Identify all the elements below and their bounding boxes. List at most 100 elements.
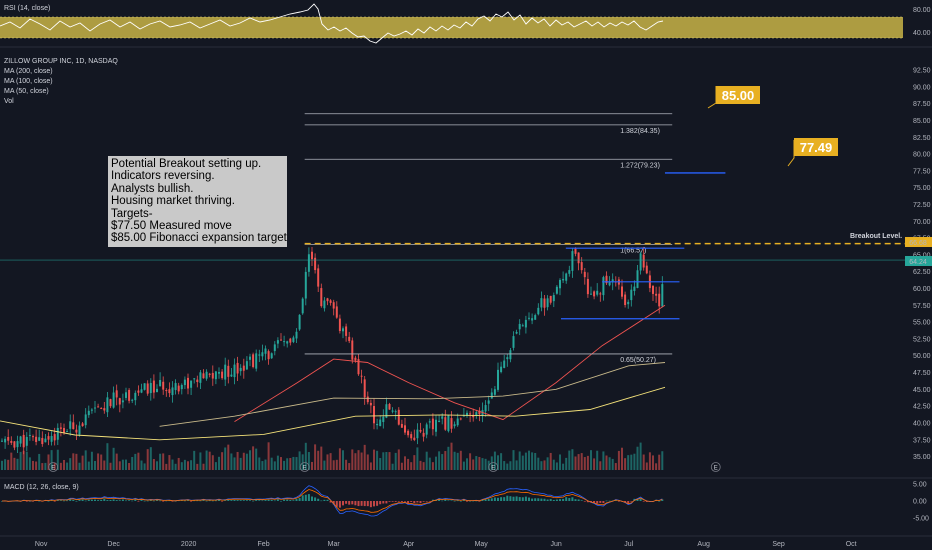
volume-bar xyxy=(462,461,465,470)
candle xyxy=(118,398,121,405)
price-axis[interactable]: 92.50 90.00 87.50 85.00 82.50 80.00 77.50 75.00… xyxy=(913,7,931,461)
volume-bar xyxy=(230,453,233,470)
macd-histogram-bar xyxy=(658,500,661,502)
volume-bar xyxy=(75,453,78,470)
earnings-label: E xyxy=(51,466,55,472)
candle xyxy=(7,437,10,441)
candle xyxy=(221,371,224,379)
macd-histogram-bar xyxy=(255,500,258,501)
candle xyxy=(152,380,155,393)
candle xyxy=(50,436,53,442)
candle xyxy=(84,414,87,426)
macd-histogram-bar xyxy=(214,500,217,502)
macd-histogram-bar xyxy=(121,499,124,501)
price-tick: 55.00 xyxy=(913,320,931,327)
rsi-label: RSI (14, close) xyxy=(4,5,50,12)
candle xyxy=(174,383,177,391)
candle xyxy=(342,328,344,332)
candle xyxy=(568,270,571,274)
current-price-badge: 64.24 xyxy=(905,256,932,266)
volume-bar xyxy=(276,455,279,470)
volume-bar xyxy=(81,455,84,470)
candle xyxy=(183,379,186,386)
macd-histogram-bar xyxy=(354,501,357,506)
volume-bar xyxy=(106,443,109,470)
candle xyxy=(162,381,165,390)
candle xyxy=(416,429,419,439)
macd-histogram-bar xyxy=(115,500,118,501)
breakout-label: Breakout Level. xyxy=(850,233,902,240)
candle xyxy=(534,315,537,320)
candle xyxy=(239,367,242,372)
volume-bar xyxy=(521,455,524,470)
volume-bar xyxy=(447,446,450,470)
volume-bar xyxy=(400,462,403,470)
macd-histogram-bar xyxy=(149,500,152,501)
macd-histogram-bar xyxy=(413,501,416,504)
macd-histogram-bar xyxy=(270,499,273,501)
candle xyxy=(583,271,586,278)
macd-histogram-bar xyxy=(146,500,149,502)
volume-bar xyxy=(583,457,586,470)
volume-bar xyxy=(35,461,38,470)
candle xyxy=(249,356,251,360)
volume-bar xyxy=(528,450,530,470)
macd-histogram-bar xyxy=(453,500,456,502)
volume-bar xyxy=(298,451,301,470)
target-77-label: 77.49 xyxy=(800,140,833,155)
macd-tick: 0.00 xyxy=(913,499,927,506)
volume-bar xyxy=(652,455,654,470)
volume-bar xyxy=(53,462,56,470)
macd-histogram-bar xyxy=(400,501,403,502)
candle xyxy=(1,440,3,442)
macd-histogram-bar xyxy=(81,499,84,501)
macd-histogram-bar xyxy=(627,501,630,504)
note-line: Housing market thriving. xyxy=(111,195,235,208)
macd-histogram-bar xyxy=(137,501,140,502)
macd-histogram-bar xyxy=(78,499,81,501)
macd-histogram-bar xyxy=(258,500,261,501)
volume-bar xyxy=(128,463,131,470)
volume-bar xyxy=(602,451,605,470)
volume-bar xyxy=(208,451,211,470)
macd-tick: -5.00 xyxy=(913,516,929,523)
breakout-price-badge: 66.68 xyxy=(905,237,932,247)
candle xyxy=(38,437,41,441)
candle xyxy=(78,425,81,435)
macd-histogram-bar xyxy=(447,500,450,502)
candle xyxy=(94,407,96,409)
volume-bar xyxy=(112,447,115,470)
target-85-callout[interactable]: 85.00 xyxy=(707,86,760,109)
candle xyxy=(307,254,310,272)
volume-bar xyxy=(307,452,310,470)
candle xyxy=(456,418,459,426)
macd-histogram-bar xyxy=(245,500,248,501)
macd-histogram-bar xyxy=(63,500,65,502)
candle xyxy=(165,390,168,392)
macd-histogram-bar xyxy=(323,499,326,501)
macd-histogram-bar xyxy=(416,501,419,503)
target-77-callout[interactable]: 77.49 xyxy=(787,138,838,167)
volume-bar xyxy=(484,458,487,470)
candle xyxy=(366,396,369,403)
volume-bar xyxy=(304,442,307,470)
candle xyxy=(187,377,189,389)
volume-bar xyxy=(624,458,627,470)
macd-histogram-bar xyxy=(534,498,537,501)
volume-bar xyxy=(261,461,264,470)
macd-histogram-bar xyxy=(338,501,341,508)
candle xyxy=(125,392,127,398)
candle xyxy=(81,423,84,427)
time-axis[interactable]: Nov Dec 2020 Feb Mar Apr May Jun Jul Aug Sep Oct xyxy=(35,541,857,548)
analysis-note[interactable]: Potential Breakout setting up. Indicator… xyxy=(108,156,287,247)
volume-bar xyxy=(134,453,137,470)
macd-histogram-bar xyxy=(304,494,307,501)
candle xyxy=(441,416,444,419)
macd-histogram-bar xyxy=(456,500,459,502)
candle xyxy=(503,360,506,368)
macd-histogram-bar xyxy=(348,501,351,505)
volume-bar xyxy=(323,460,326,470)
macd-histogram-bar xyxy=(540,498,543,501)
candle xyxy=(354,357,357,361)
